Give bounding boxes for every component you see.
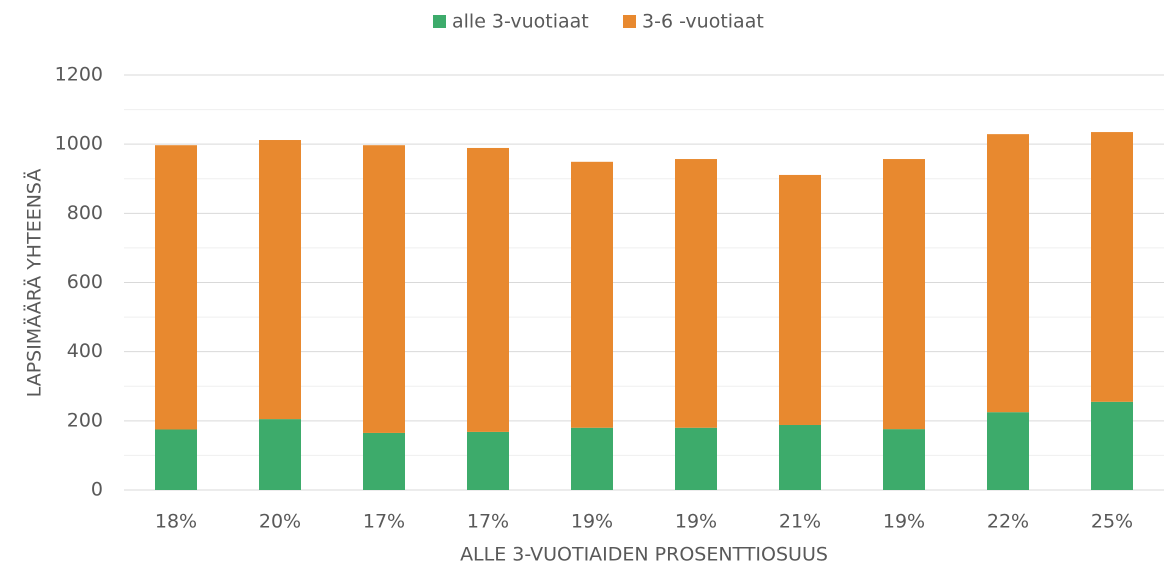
x-tick-label: 17% (363, 511, 405, 533)
legend-swatch (433, 15, 446, 28)
bar-segment (363, 432, 405, 490)
x-tick-label: 19% (883, 511, 925, 533)
x-tick-label: 20% (259, 511, 301, 533)
x-tick-label: 17% (467, 511, 509, 533)
legend-label: alle 3-vuotiaat (452, 11, 589, 33)
y-tick-label: 600 (67, 271, 103, 293)
x-axis-title: ALLE 3-VUOTIAIDEN PROSENTTIOSUUS (460, 544, 828, 566)
y-tick-label: 0 (91, 479, 103, 501)
bar-segment (779, 424, 821, 490)
bar-segment (675, 427, 717, 490)
y-tick-label: 1000 (55, 133, 103, 155)
x-tick-label: 18% (155, 511, 197, 533)
legend-label: 3-6 -vuotiaat (642, 11, 764, 33)
x-tick-label: 22% (987, 511, 1029, 533)
x-tick-label: 19% (675, 511, 717, 533)
bar-segment (675, 159, 717, 428)
bar-segment (571, 161, 613, 428)
bar-segment (467, 147, 509, 432)
bar-segment (987, 412, 1029, 490)
bar-segment (987, 134, 1029, 413)
bar-segment (259, 140, 301, 420)
x-tick-label: 19% (571, 511, 613, 533)
bar-segment (1091, 132, 1133, 402)
x-tick-label: 21% (779, 511, 821, 533)
y-tick-label: 400 (67, 340, 103, 362)
y-tick-label: 1200 (55, 64, 103, 86)
bar-segment (779, 174, 821, 425)
bar-segment (155, 429, 197, 490)
bar-segment (155, 145, 197, 430)
x-tick-label: 25% (1091, 511, 1133, 533)
y-tick-label: 200 (67, 409, 103, 431)
bar-segment (467, 431, 509, 490)
y-axis-title: LAPSIMÄÄRÄ YHTEENSÄ (23, 169, 46, 398)
bar-segment (1091, 401, 1133, 490)
y-tick-label: 800 (67, 202, 103, 224)
bar-segment (363, 145, 405, 433)
bar-segment (259, 419, 301, 490)
legend-swatch (623, 15, 636, 28)
bar-segment (883, 429, 925, 490)
bar-segment (883, 159, 925, 430)
bar-segment (571, 427, 613, 490)
